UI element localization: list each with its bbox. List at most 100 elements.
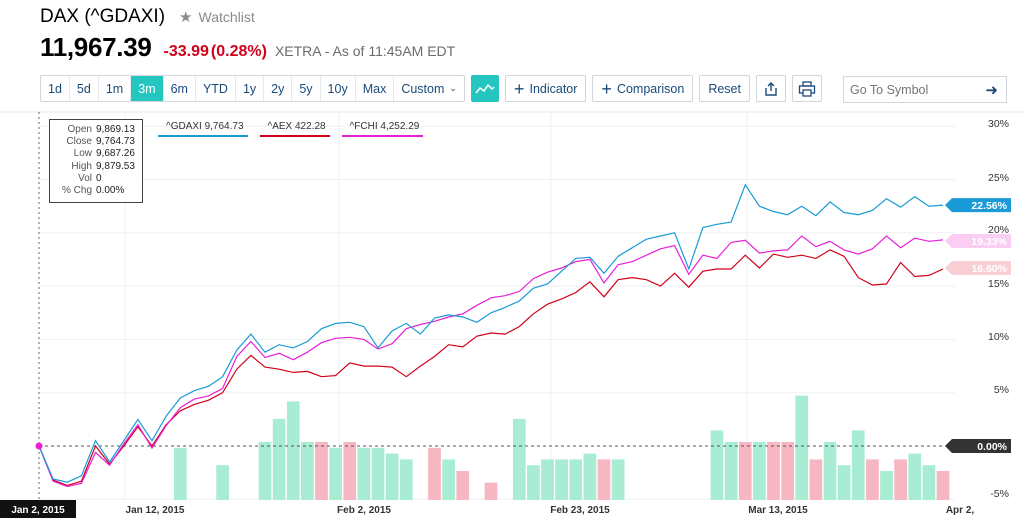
legend-item[interactable]: ^GDAXI 9,764.73 — [158, 119, 248, 137]
volume-bar — [753, 442, 766, 500]
ohlc-label: % Chg — [61, 185, 92, 197]
volume-bar — [710, 430, 724, 500]
x-crosshair-tag — [0, 500, 76, 518]
ticker-title: DAX (^GDAXI) — [40, 6, 166, 27]
volume-bar — [894, 459, 907, 500]
ohlc-value: 9,869.13 — [96, 124, 135, 135]
volume-bar — [866, 459, 879, 500]
volume-bar — [428, 447, 441, 500]
comparison-button[interactable]: + Comparison — [592, 75, 694, 102]
y-tick-label: 25% — [988, 172, 1009, 184]
print-button[interactable] — [791, 75, 822, 102]
plus-icon: + — [513, 78, 525, 99]
y-tick-label: 5% — [994, 384, 1009, 396]
x-tick-label: Apr 2, — [946, 505, 975, 516]
volume-bar — [512, 418, 526, 500]
value-tag — [945, 234, 1011, 248]
volume-bar — [795, 395, 809, 500]
volume-bar — [371, 447, 385, 500]
ohlc-row: % Chg 0.00% — [50, 185, 142, 197]
volume-bar — [286, 401, 300, 500]
range-button-1d[interactable]: 1d — [41, 76, 70, 101]
y-tick-label: 10% — [988, 331, 1009, 343]
volume-bar — [399, 459, 413, 500]
legend-item[interactable]: ^AEX 422.28 — [259, 119, 330, 137]
share-button[interactable] — [755, 75, 786, 102]
plus-icon: + — [601, 78, 612, 99]
watchlist-button[interactable]: ★ Watchlist — [179, 8, 255, 26]
range-button-ytd[interactable]: YTD — [196, 76, 236, 101]
volume-bar — [809, 459, 823, 500]
legend-item[interactable]: ^FCHI 4,252.29 — [341, 119, 424, 137]
price-change-percent: (0.28%) — [210, 43, 267, 60]
range-button-6m[interactable]: 6m — [164, 76, 196, 101]
series-line-aex — [38, 249, 944, 487]
y-tick-label: 30% — [988, 118, 1009, 130]
volume-bar — [569, 459, 583, 500]
volume-bar — [583, 453, 597, 500]
print-icon — [798, 80, 816, 97]
volume-bar — [527, 465, 540, 500]
volume-bar — [922, 465, 936, 500]
range-button-3m[interactable]: 3m — [131, 76, 164, 101]
range-button-1m[interactable]: 1m — [99, 76, 132, 101]
chart-type-button[interactable] — [470, 75, 499, 102]
ohlc-value: 9,687.26 — [96, 148, 135, 160]
share-icon — [765, 81, 777, 96]
x-tick-label: Feb 2, 2015 — [337, 505, 391, 516]
chart-toolbar: 1d 5d 1m 3m 6m YTD 1y 2y 5y 10y Max Custom ⌄ + Ind… — [40, 75, 822, 102]
y-tick-label: 15% — [988, 278, 1009, 290]
ohlc-tooltip: Open 9,869.13 Close 9,764.73 Low 9,687.26 High… — [49, 119, 143, 203]
value-tag — [945, 261, 1011, 275]
volume-bar — [301, 442, 314, 500]
volume-bar — [329, 447, 342, 500]
ohlc-row: Close 9,764.73 — [50, 136, 142, 148]
reset-label: Reset — [708, 81, 741, 96]
range-button-5y[interactable]: 5y — [292, 76, 321, 101]
volume-bar — [173, 447, 187, 500]
series-line-fchi — [38, 235, 944, 488]
ohlc-label: Low — [73, 148, 92, 160]
range-custom-button[interactable]: Custom ⌄ — [394, 76, 464, 101]
volume-bar — [611, 459, 625, 500]
ohlc-row: High 9,879.53 — [50, 161, 142, 173]
chart-legend: ^GDAXI 9,764.73 ^AEX 422.28 ^FCHI 4,252.29 — [158, 119, 435, 137]
ohlc-label: Open — [67, 124, 92, 135]
volume-bar — [315, 442, 328, 500]
arrow-right-icon[interactable]: ➜ — [985, 82, 998, 99]
value-tag-label: 19.33% — [971, 236, 1007, 248]
volume-bar — [781, 442, 794, 500]
ohlc-value: 9,764.73 — [96, 136, 135, 148]
exchange-info: XETRA - As of 11:45AM EDT — [274, 43, 456, 59]
volume-bar — [908, 453, 922, 500]
volume-bar — [823, 442, 837, 500]
range-button-10y[interactable]: 10y — [321, 76, 356, 101]
y-tick-label: -5% — [990, 488, 1009, 500]
custom-label: Custom — [401, 81, 445, 96]
volume-bar — [837, 465, 851, 500]
zero-tag-label: 0.00% — [977, 441, 1007, 453]
x-tick-label: Jan 12, 2015 — [126, 505, 185, 516]
volume-bar — [357, 447, 371, 500]
reset-button[interactable]: Reset — [699, 75, 750, 102]
volume-bar — [272, 418, 286, 500]
volume-bar — [343, 442, 357, 500]
ohlc-row: Vol 0 — [50, 173, 142, 185]
range-button-1y[interactable]: 1y — [236, 76, 265, 101]
volume-bar — [936, 471, 950, 500]
ohlc-label: Close — [66, 136, 92, 148]
go-to-symbol-box: ➜ — [843, 76, 1007, 103]
symbol-search-input[interactable] — [844, 82, 974, 97]
ohlc-value: 0.00% — [96, 185, 125, 197]
line-chart-icon — [475, 83, 495, 93]
indicator-button[interactable]: + Indicator — [504, 75, 587, 102]
value-tag-label: 16.60% — [971, 263, 1007, 275]
range-button-2y[interactable]: 2y — [264, 76, 293, 101]
volume-bar — [385, 453, 399, 500]
volume-bar — [738, 442, 752, 500]
ohlc-label: High — [71, 160, 92, 172]
range-button-max[interactable]: Max — [356, 76, 395, 101]
x-tick-label: Mar 13, 2015 — [748, 505, 808, 516]
range-button-5d[interactable]: 5d — [70, 76, 99, 101]
